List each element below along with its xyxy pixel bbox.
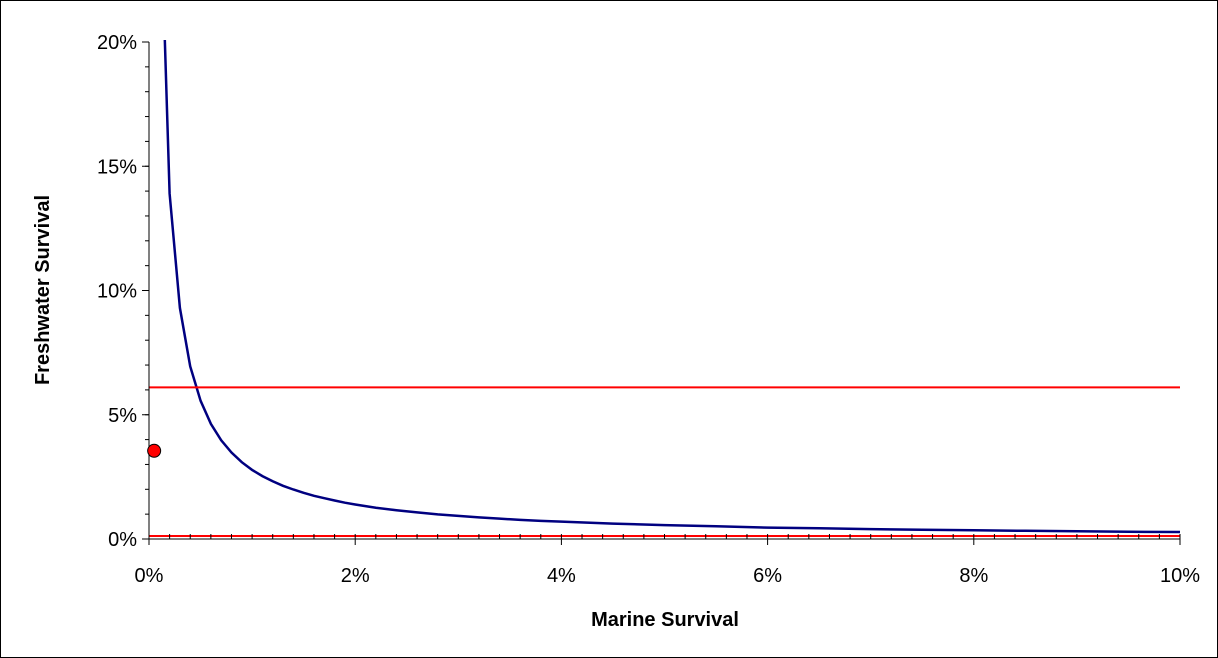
- labels-layer: 0% 5% 10% 15% 20% 0% 2% 4% 6% 8% 10%: [97, 32, 1200, 587]
- x-tick-label: 0%: [135, 565, 164, 587]
- y-axis-title: Freshwater Survival: [32, 195, 54, 385]
- y-tick-label: 15%: [97, 156, 137, 178]
- y-tick-label: 10%: [97, 281, 137, 303]
- x-tick-label: 6%: [753, 565, 782, 587]
- survival-curve-line: [163, 40, 1181, 534]
- x-tick-label: 2%: [341, 565, 370, 587]
- y-tick-label: 5%: [108, 405, 137, 427]
- y-tick-label: 0%: [108, 529, 137, 551]
- axes-layer: [142, 41, 1181, 545]
- x-axis-title: Marine Survival: [591, 609, 739, 631]
- series-layer: [149, 40, 1181, 538]
- x-tick-label: 4%: [547, 565, 576, 587]
- x-tick-label: 8%: [959, 565, 988, 587]
- x-tick-label: 10%: [1160, 565, 1200, 587]
- data-point-marker: [147, 443, 162, 458]
- y-tick-label: 20%: [97, 32, 137, 54]
